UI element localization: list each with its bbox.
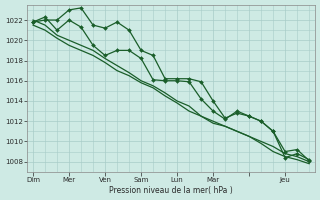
X-axis label: Pression niveau de la mer( hPa ): Pression niveau de la mer( hPa ): [109, 186, 233, 195]
